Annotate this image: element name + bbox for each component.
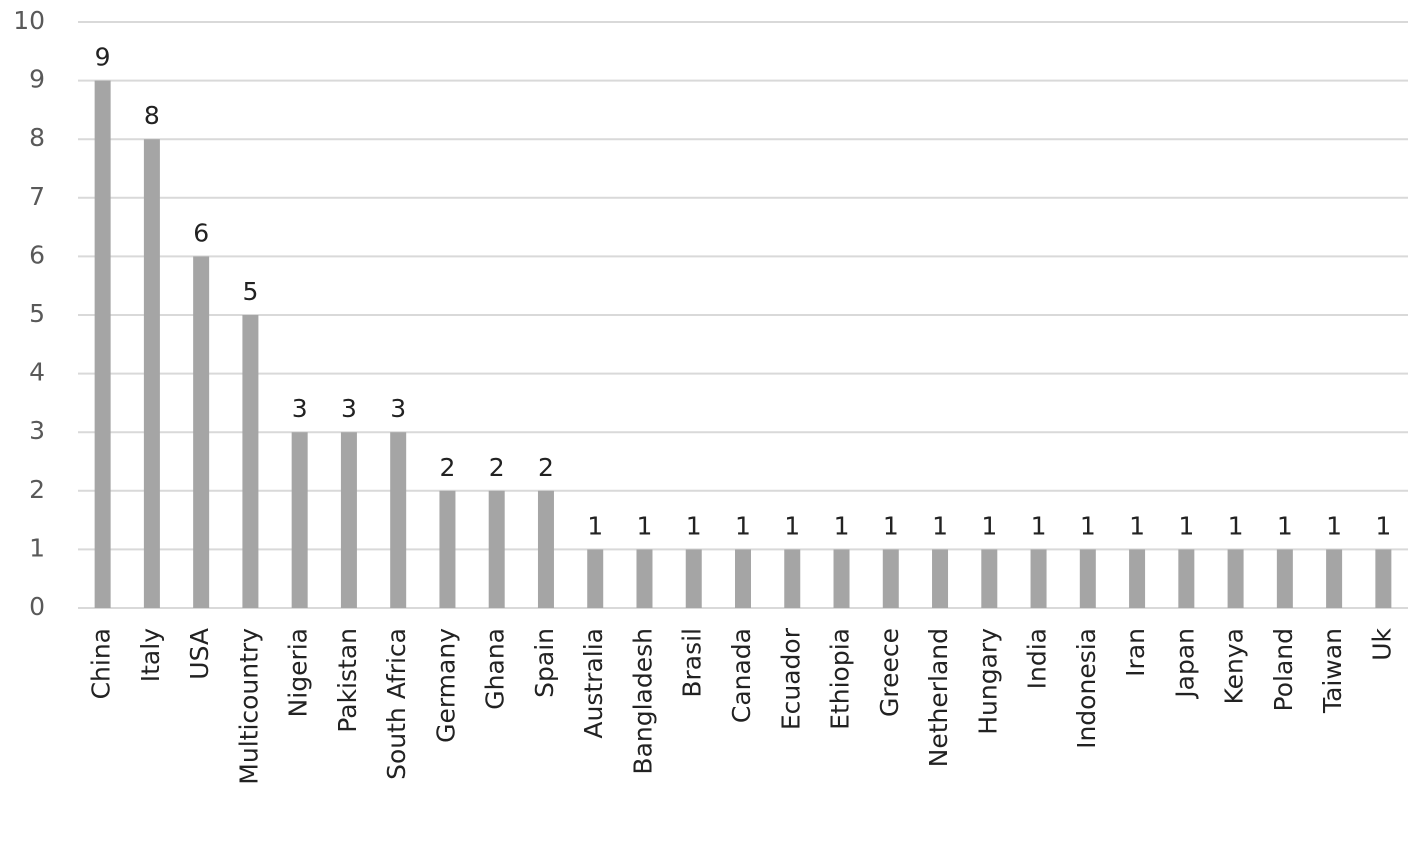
x-tick-label: Multicountry [234, 628, 263, 785]
x-tick-label: Hungary [973, 628, 1002, 735]
x-tick-label: Greece [875, 628, 904, 717]
bar [1326, 549, 1343, 608]
x-tick-label: Ethiopia [826, 628, 855, 730]
bar [1129, 549, 1146, 608]
x-tick-label: Ecuador [776, 627, 805, 730]
data-label: 1 [1129, 511, 1145, 540]
bar [932, 549, 949, 608]
x-tick-label: Australia [579, 628, 608, 739]
x-tick-label: South Africa [382, 628, 411, 780]
bar [1030, 549, 1047, 608]
data-label: 1 [784, 511, 800, 540]
data-label: 1 [1178, 511, 1194, 540]
bar [193, 256, 210, 608]
bar [537, 490, 554, 608]
data-label: 1 [637, 511, 653, 540]
y-tick-label: 0 [29, 592, 45, 621]
data-label: 3 [341, 394, 357, 423]
x-tick-label: Pakistan [333, 628, 362, 733]
bar [143, 139, 160, 608]
bar [390, 432, 407, 608]
bar [735, 549, 751, 608]
x-tick-label: Taiwan [1318, 628, 1347, 714]
bar [94, 80, 111, 609]
x-tick-label: Indonesia [1072, 628, 1101, 749]
x-tick-label: Nigeria [284, 628, 313, 717]
y-tick-label: 2 [29, 475, 45, 504]
bar [242, 315, 259, 608]
data-label: 1 [1080, 511, 1096, 540]
data-label: 1 [1375, 511, 1391, 540]
bar [340, 432, 357, 608]
bar [439, 490, 456, 608]
bar [882, 549, 899, 608]
x-tick-label: USA [185, 628, 214, 680]
y-tick-label: 1 [29, 533, 45, 562]
bar [291, 432, 308, 608]
data-label: 1 [981, 511, 997, 540]
data-label: 2 [489, 453, 505, 482]
data-label: 6 [193, 218, 209, 247]
x-tick-label: Poland [1269, 628, 1298, 711]
y-tick-label: 4 [29, 358, 45, 387]
data-label: 1 [686, 511, 702, 540]
bar [685, 549, 702, 608]
data-label: 1 [1228, 511, 1244, 540]
bar [488, 490, 505, 608]
bar [1079, 549, 1096, 608]
x-tick-label: Uk [1367, 627, 1396, 660]
data-label: 1 [1031, 511, 1047, 540]
data-label: 5 [242, 277, 258, 306]
x-tick-label: Germany [431, 628, 460, 743]
bar [833, 549, 850, 608]
data-label: 1 [834, 511, 850, 540]
data-label: 8 [144, 101, 160, 130]
bar [981, 549, 998, 608]
data-label: 9 [95, 43, 111, 72]
data-label: 1 [932, 511, 948, 540]
data-label: 3 [390, 394, 406, 423]
bar [1276, 549, 1293, 608]
x-tick-label: Iran [1121, 628, 1150, 677]
x-tick-label: China [87, 628, 116, 699]
bar [636, 549, 653, 608]
x-tick-label: Japan [1170, 628, 1199, 700]
y-tick-label: 6 [29, 240, 45, 269]
bar [784, 549, 801, 608]
data-label: 2 [439, 453, 455, 482]
y-tick-label: 7 [29, 182, 45, 211]
x-tick-label: Spain [530, 628, 559, 698]
x-tick-label: Brasil [678, 628, 707, 698]
x-tick-label: India [1023, 628, 1052, 689]
x-tick-label: Ghana [481, 628, 510, 710]
bar [587, 549, 604, 608]
data-label: 1 [883, 511, 899, 540]
data-label: 3 [292, 394, 308, 423]
data-label: 1 [735, 511, 751, 540]
x-tick-label: Italy [136, 628, 165, 682]
x-tick-label: Canada [727, 628, 756, 723]
bar [1375, 549, 1392, 608]
y-tick-label: 3 [29, 416, 45, 445]
data-label: 2 [538, 453, 554, 482]
y-tick-label: 9 [29, 65, 45, 94]
x-tick-label: Netherland [924, 628, 953, 767]
data-label: 1 [1326, 511, 1342, 540]
y-tick-label: 8 [29, 123, 45, 152]
x-tick-label: Bangladesh [628, 628, 657, 775]
data-label: 1 [1277, 511, 1293, 540]
bar [1227, 549, 1244, 608]
y-tick-label: 5 [29, 299, 45, 328]
data-label: 1 [587, 511, 603, 540]
x-tick-label: Kenya [1220, 628, 1249, 705]
y-tick-label: 10 [13, 6, 45, 35]
bar [1178, 549, 1195, 608]
